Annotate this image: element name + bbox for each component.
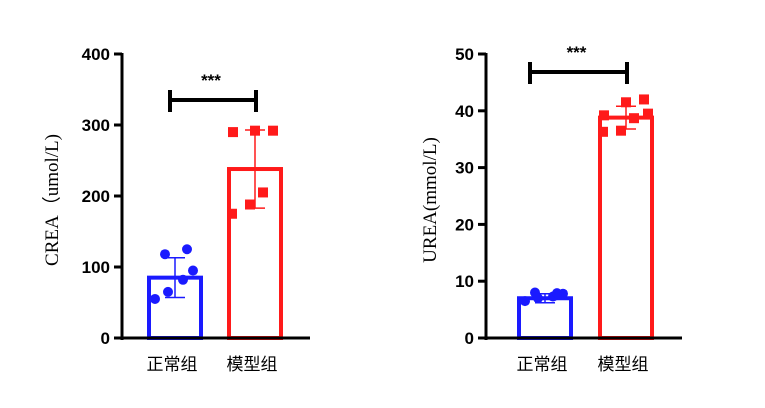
y-tick-label: 20 [455,215,474,234]
y-axis-label: UREA(mmol/L) [420,137,441,263]
y-tick-label: 0 [465,329,474,348]
data-point [188,265,198,276]
data-point [530,287,540,298]
y-tick-label: 0 [101,329,110,348]
data-point [598,126,608,137]
data-point [228,127,238,138]
bar-model [598,115,654,340]
category-label: 正常组 [517,355,568,375]
y-tick-label: 100 [82,258,110,277]
data-point [621,97,631,108]
data-point [616,125,626,136]
data-point [629,113,639,124]
data-point [258,187,268,198]
y-tick-label: 30 [455,159,474,178]
data-point [182,244,192,255]
data-point [552,288,562,299]
data-point [643,108,653,119]
urea-chart: 正常组 模型组 0 10 20 30 40 50 UREA(mmol/L) *** [420,43,682,375]
data-point [227,208,237,219]
data-point [520,296,530,307]
y-tick-label: 300 [82,116,110,135]
y-axis-label: CREA（umol/L) [41,134,63,266]
y-tick-label: 200 [82,187,110,206]
y-tick-label: 400 [82,45,110,64]
data-point [639,94,649,105]
data-point [160,249,170,260]
category-label: 模型组 [598,355,649,375]
y-tick-label: 40 [455,102,474,121]
data-point [268,125,278,136]
crea-chart: 正常组 模型组 0 100 200 300 400 CREA（umol/L) *** [41,45,310,375]
y-tick-label: 50 [455,45,474,64]
y-tick-label: 10 [455,272,474,291]
data-point [163,286,173,297]
significance-label: *** [201,71,221,90]
data-point [150,293,160,304]
significance-label: *** [567,43,587,62]
data-point [245,199,255,210]
category-label: 模型组 [227,355,278,375]
category-label: 正常组 [147,355,198,375]
data-point [178,274,188,285]
data-point [250,125,260,136]
data-point [599,110,609,121]
